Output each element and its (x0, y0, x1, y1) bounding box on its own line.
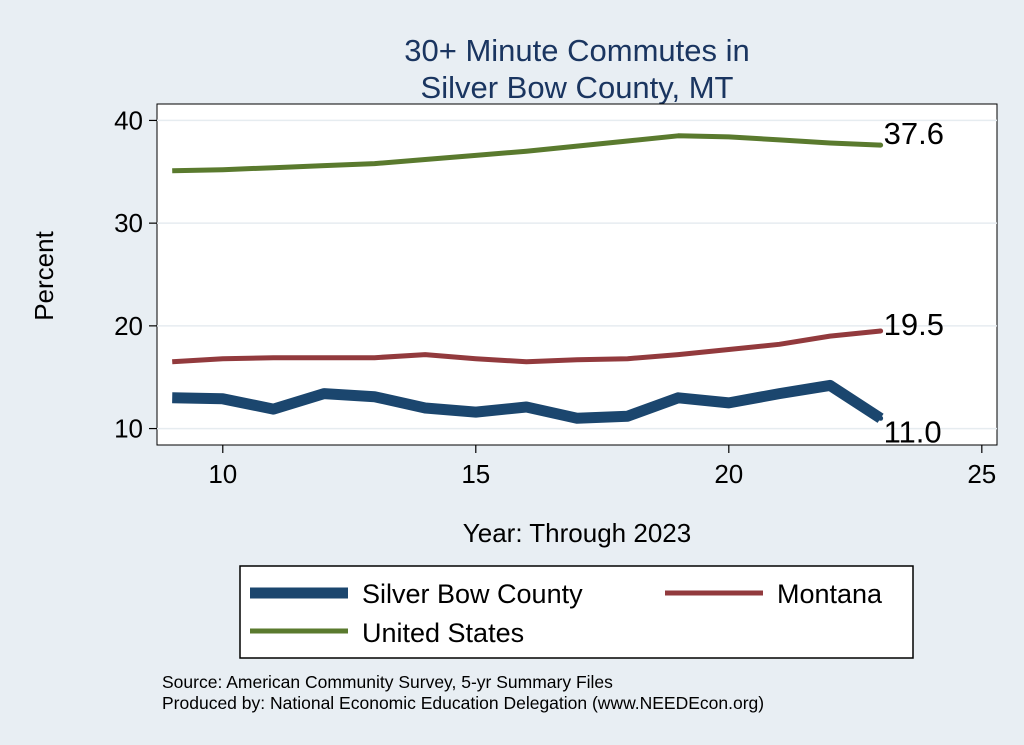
x-axis-label: Year: Through 2023 (463, 518, 691, 548)
legend-box (239, 565, 914, 659)
series-end-marker (878, 415, 884, 421)
y-tick-label: 10 (114, 414, 143, 444)
x-tick-label: 20 (714, 459, 743, 489)
x-tick-label: 15 (461, 459, 490, 489)
end-value-label: 37.6 (884, 116, 944, 151)
produced-by-note: Produced by: National Economic Education… (162, 693, 764, 713)
x-tick-label: 25 (967, 459, 996, 489)
end-value-label: 19.5 (884, 307, 944, 342)
legend-label-montana: Montana (777, 579, 883, 609)
series-line-montana (172, 328, 881, 365)
gridlines (157, 119, 997, 430)
series-end-marker (878, 142, 884, 148)
legend-label-united-states: United States (362, 618, 524, 648)
legend-label-silver-bow: Silver Bow County (362, 579, 583, 609)
end-value-label: 11.0 (884, 414, 942, 449)
end-labels: 11.0 19.5 37.6 (878, 116, 944, 449)
y-tick-label: 20 (114, 311, 143, 341)
axes: 10 20 30 40 10 15 20 25 (114, 105, 996, 489)
series-lines (172, 133, 884, 424)
x-tick-label: 10 (208, 459, 237, 489)
plot-area (156, 103, 998, 446)
y-axis-label: Percent (29, 230, 59, 320)
y-tick-label: 40 (114, 105, 143, 135)
source-note: Source: American Community Survey, 5-yr … (162, 672, 613, 692)
chart-title-line-2: Silver Bow County, MT (421, 70, 734, 105)
series-line-silver-bow-county (172, 379, 884, 424)
series-line-united-states (172, 133, 881, 174)
legend: Silver Bow County Montana United States (239, 565, 914, 659)
y-tick-label: 30 (114, 208, 143, 238)
chart-title-line-1: 30+ Minute Commutes in (404, 33, 749, 68)
series-end-marker (878, 328, 884, 334)
